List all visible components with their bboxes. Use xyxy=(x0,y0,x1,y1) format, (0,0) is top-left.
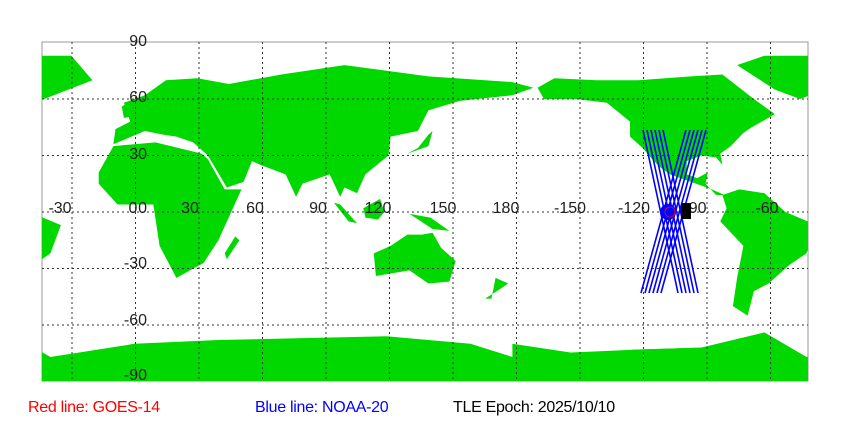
lat-label: 30 xyxy=(129,146,147,163)
lat-label: 60 xyxy=(129,89,147,106)
land-greenland xyxy=(42,55,93,100)
lon-label: 90 xyxy=(309,200,327,217)
lon-label: 120 xyxy=(365,200,392,217)
land-uk xyxy=(121,102,137,118)
lon-label: 30 xyxy=(181,200,199,217)
lat-label: -90 xyxy=(124,367,147,384)
land-newzealand xyxy=(485,277,509,299)
lat-label: -60 xyxy=(124,312,147,329)
land-newguinea xyxy=(409,213,450,231)
ground-track-descending xyxy=(662,129,699,294)
lat-label: -30 xyxy=(124,255,147,272)
land-greenland xyxy=(737,55,808,100)
land-africa xyxy=(98,142,242,278)
ground-track-ascending xyxy=(656,129,703,294)
land-japan xyxy=(407,131,433,154)
lon-label: 150 xyxy=(430,200,457,217)
lat-label: 0 xyxy=(138,200,147,217)
satellite-label-box xyxy=(681,203,691,219)
land-samerica xyxy=(720,189,808,316)
lon-label: 0 xyxy=(129,200,138,217)
tle-epoch: TLE Epoch: 2025/10/10 xyxy=(453,399,615,416)
land-eurasia xyxy=(113,65,534,197)
land-namerica xyxy=(0,75,19,196)
land-masses xyxy=(0,55,808,381)
land-australia xyxy=(373,232,456,284)
graticule xyxy=(42,42,808,381)
land-antarctica xyxy=(512,332,808,381)
land-samerica xyxy=(42,217,61,260)
legend-goes-14: Red line: GOES-14 xyxy=(28,399,160,416)
lon-label: -60 xyxy=(755,200,778,217)
goes-14-position-marker xyxy=(664,206,676,218)
land-madagascar xyxy=(224,236,240,260)
lon-label: -150 xyxy=(554,200,586,217)
legend-noaa-20: Blue line: NOAA-20 xyxy=(255,399,389,416)
lon-label: 60 xyxy=(246,200,264,217)
lon-label: -30 xyxy=(48,200,71,217)
ground-track-descending xyxy=(658,129,695,294)
land-borneo xyxy=(363,198,385,220)
lon-label: -120 xyxy=(618,200,650,217)
noaa-20-position-marker xyxy=(660,204,676,220)
lon-label: 180 xyxy=(493,200,520,217)
land-sumatra xyxy=(333,202,357,224)
lat-label: 90 xyxy=(129,33,147,50)
